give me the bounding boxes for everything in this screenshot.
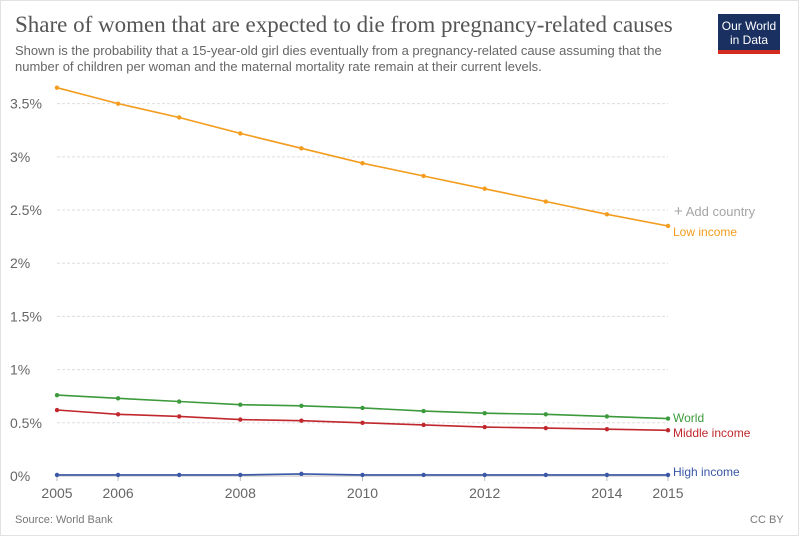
y-tick-label: 3.5% [10,96,42,112]
x-axis-ticks: 2005 2006 2008 2010 2012 2014 2015 [41,476,684,501]
data-point[interactable] [482,186,487,191]
data-point[interactable] [482,424,487,430]
data-point[interactable] [360,405,365,411]
data-point[interactable] [115,472,121,478]
data-point[interactable] [421,408,426,414]
series-lines [54,85,671,478]
data-point[interactable] [482,472,487,478]
data-point[interactable] [665,223,671,229]
y-tick-label: 1% [10,362,30,378]
x-tick-label: 2010 [347,485,378,501]
data-point[interactable] [299,471,304,477]
gridlines [57,103,668,477]
x-tick-label: 2014 [591,485,622,501]
x-tick-label: 2006 [103,485,134,501]
data-point[interactable] [177,399,182,404]
data-point[interactable] [360,472,365,478]
add-country-label: Add country [685,204,756,219]
data-point[interactable] [421,422,426,428]
data-point[interactable] [665,428,671,433]
data-point[interactable] [482,411,487,416]
data-point[interactable] [604,472,610,478]
data-point[interactable] [421,472,426,478]
data-point[interactable] [238,472,243,478]
y-tick-label: 3% [10,149,30,165]
data-point[interactable] [238,402,243,407]
chart-title: Share of women that are expected to die … [15,12,673,37]
data-point[interactable] [115,396,121,401]
data-point[interactable] [299,403,304,408]
data-point[interactable] [299,418,304,423]
logo-line-2: in Data [729,33,769,47]
data-point[interactable] [238,131,243,136]
data-point[interactable] [115,412,121,417]
data-point[interactable] [604,414,610,419]
data-point[interactable] [177,414,182,419]
y-tick-label: 2.5% [10,202,42,218]
data-point[interactable] [543,425,548,431]
x-tick-label: 2005 [41,485,72,501]
data-point[interactable] [238,417,243,422]
y-axis-ticks: 0% 0.5% 1% 1.5% 2% 2.5% 3% 3.5% [10,96,42,484]
data-point[interactable] [665,416,671,421]
logo-red-bar [718,50,780,54]
data-point[interactable] [54,407,60,413]
series-label[interactable]: Low income [673,225,737,239]
y-tick-label: 2% [10,255,30,271]
data-point[interactable] [115,101,121,106]
series-label[interactable]: Middle income [673,426,751,440]
chart-subtitle: Shown is the probability that a 15-year-… [15,43,662,74]
data-point[interactable] [360,161,365,166]
series-label[interactable]: High income [673,465,740,479]
data-point[interactable] [543,199,548,204]
data-point[interactable] [604,212,610,217]
data-point[interactable] [543,412,548,417]
y-tick-label: 0% [10,468,30,484]
data-point[interactable] [604,426,610,432]
logo-line-1: Our World [721,19,777,33]
series-label[interactable]: World [673,411,704,425]
data-point[interactable] [665,472,671,478]
data-point[interactable] [421,173,426,179]
data-point[interactable] [54,392,60,398]
license-link[interactable]: CC BY [750,514,784,526]
y-tick-label: 1.5% [10,308,42,324]
x-tick-label: 2015 [652,485,683,501]
owid-logo[interactable]: Our World in Data [718,14,780,54]
data-point[interactable] [54,472,60,478]
series-line[interactable] [56,409,669,432]
data-point[interactable] [177,115,182,120]
source-note: Source: World Bank [15,514,113,526]
add-country-button[interactable]: + Add country [674,203,755,220]
x-tick-label: 2008 [225,485,256,501]
data-point[interactable] [177,472,182,478]
data-point[interactable] [543,472,548,478]
x-tick-label: 2012 [469,485,500,501]
data-point[interactable] [299,146,304,151]
data-point[interactable] [360,420,365,426]
plus-icon: + [674,203,683,220]
y-tick-label: 0.5% [10,415,42,431]
data-point[interactable] [54,85,60,90]
